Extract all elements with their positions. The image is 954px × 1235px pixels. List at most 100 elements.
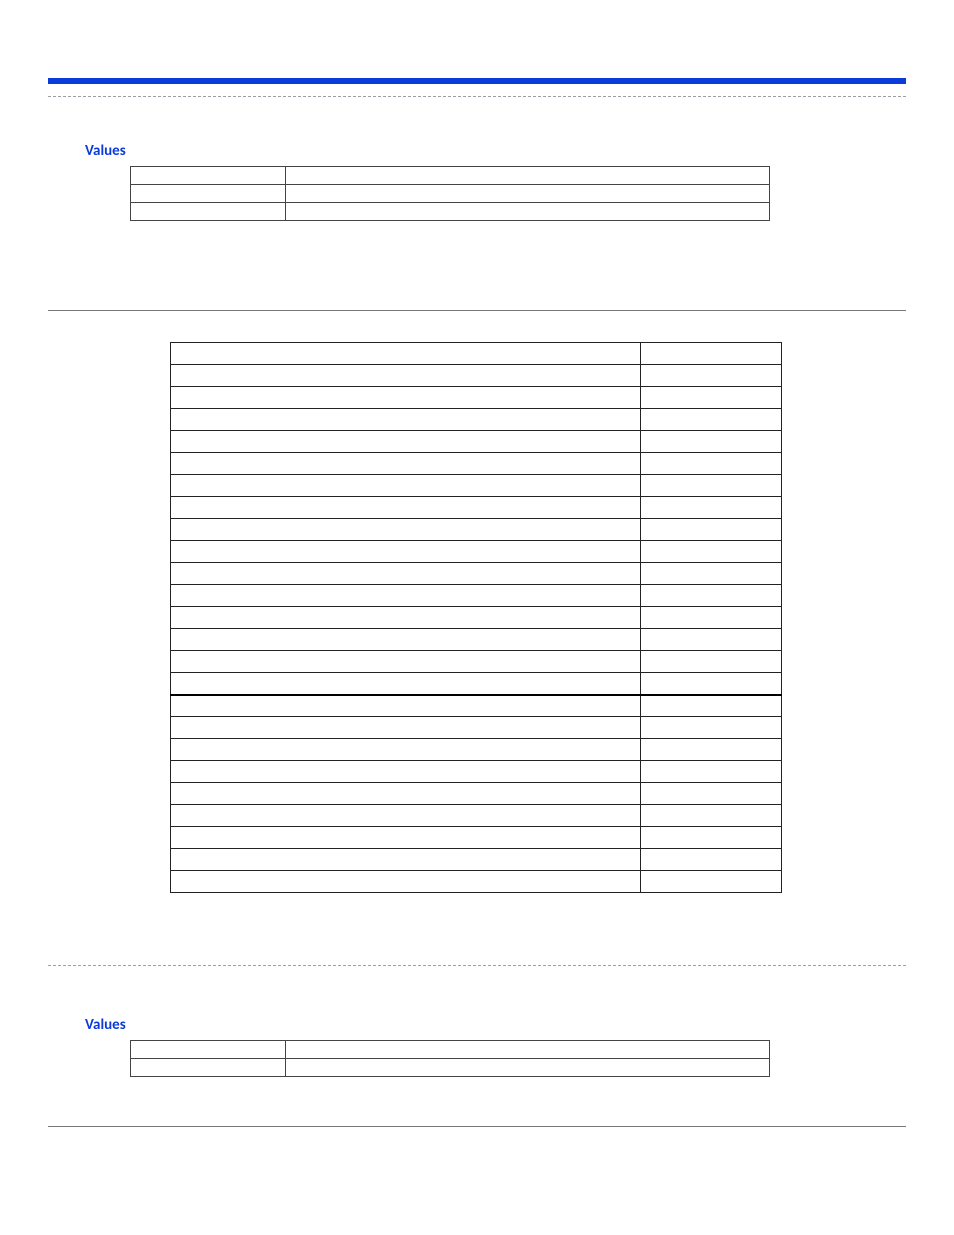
table-row (171, 761, 782, 783)
cell (171, 761, 641, 783)
table-row (171, 827, 782, 849)
cell (171, 805, 641, 827)
table-row (131, 203, 770, 221)
table-row (171, 519, 782, 541)
cell (171, 783, 641, 805)
table-row (131, 1041, 770, 1059)
cell (171, 739, 641, 761)
section-heading-values: Values (85, 1016, 126, 1034)
cell (131, 1041, 286, 1059)
cell (171, 387, 641, 409)
cell (171, 497, 641, 519)
table-row (171, 805, 782, 827)
table-row (171, 431, 782, 453)
values-table (130, 1040, 770, 1077)
cell (641, 783, 782, 805)
cell (286, 1059, 770, 1077)
cell (641, 431, 782, 453)
cell (131, 185, 286, 203)
cell (286, 1041, 770, 1059)
cell (641, 519, 782, 541)
cell (171, 651, 641, 673)
cell (641, 387, 782, 409)
table-row (171, 783, 782, 805)
table-row (171, 651, 782, 673)
cell (171, 849, 641, 871)
table-row (171, 607, 782, 629)
cell (641, 409, 782, 431)
cell (286, 167, 770, 185)
table-row (171, 453, 782, 475)
cell (286, 185, 770, 203)
cell (641, 629, 782, 651)
cell (286, 203, 770, 221)
cell (641, 849, 782, 871)
main-table (170, 342, 782, 893)
table-row (171, 497, 782, 519)
dashed-divider (48, 965, 906, 966)
cell (641, 585, 782, 607)
table-row (171, 673, 782, 695)
cell (641, 497, 782, 519)
cell (171, 365, 641, 387)
table-row (171, 563, 782, 585)
dashed-divider (48, 96, 906, 97)
cell (641, 541, 782, 563)
cell (641, 871, 782, 893)
values-table (130, 166, 770, 221)
cell (171, 695, 641, 717)
cell (171, 409, 641, 431)
cell (171, 519, 641, 541)
table-row (171, 629, 782, 651)
section-divider (48, 1126, 906, 1127)
cell (641, 761, 782, 783)
header-rule (48, 78, 906, 84)
cell (641, 651, 782, 673)
cell (641, 607, 782, 629)
cell (131, 167, 286, 185)
table-row (171, 365, 782, 387)
table-row (131, 167, 770, 185)
table-row (171, 475, 782, 497)
cell (171, 563, 641, 585)
cell (171, 717, 641, 739)
cell (171, 541, 641, 563)
section-heading-values: Values (85, 142, 126, 160)
section-divider (48, 310, 906, 311)
cell (171, 673, 641, 695)
cell (641, 739, 782, 761)
cell (171, 629, 641, 651)
cell (641, 563, 782, 585)
cell (171, 475, 641, 497)
table-row (171, 739, 782, 761)
cell (641, 827, 782, 849)
table-row (131, 1059, 770, 1077)
cell (171, 343, 641, 365)
page: Values (0, 0, 954, 1235)
cell (171, 585, 641, 607)
table-row (171, 871, 782, 893)
cell (171, 453, 641, 475)
cell (641, 475, 782, 497)
table-row (171, 387, 782, 409)
cell (171, 431, 641, 453)
table-row (171, 343, 782, 365)
table-row (131, 185, 770, 203)
cell (641, 717, 782, 739)
cell (171, 607, 641, 629)
table-row (171, 717, 782, 739)
table-row (171, 541, 782, 563)
cell (131, 203, 286, 221)
table-row (171, 849, 782, 871)
table-row (171, 695, 782, 717)
cell (131, 1059, 286, 1077)
cell (641, 695, 782, 717)
cell (171, 871, 641, 893)
cell (641, 453, 782, 475)
cell (641, 673, 782, 695)
table-row (171, 585, 782, 607)
cell (641, 805, 782, 827)
cell (641, 343, 782, 365)
cell (641, 365, 782, 387)
cell (171, 827, 641, 849)
